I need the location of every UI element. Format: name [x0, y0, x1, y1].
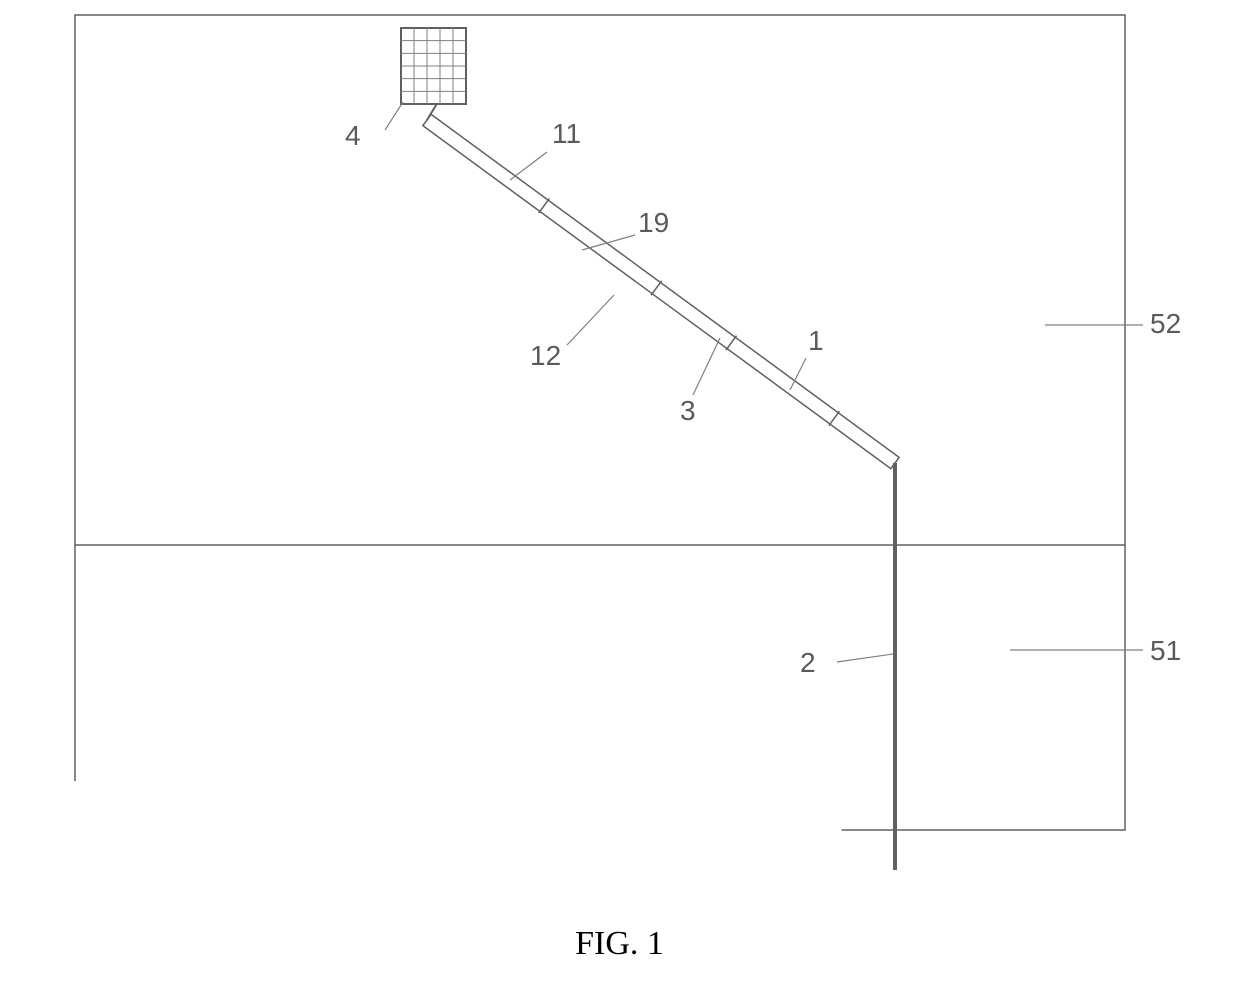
leader-line [567, 295, 614, 345]
figure-caption: FIG. 1 [0, 925, 1239, 963]
outer-frame [75, 15, 1125, 830]
leader-line [693, 338, 720, 395]
diagonal-bar [423, 114, 899, 468]
leader-line [837, 654, 893, 662]
ref-label: 1 [808, 325, 824, 356]
ref-label: 51 [1150, 635, 1181, 666]
leader-line [385, 102, 403, 130]
ref-label: 52 [1150, 308, 1181, 339]
ref-label: 3 [680, 395, 696, 426]
ref-label: 2 [800, 647, 816, 678]
ref-label: 11 [552, 118, 581, 149]
diagram-svg: 41119123125251 [0, 0, 1239, 900]
ref-label: 19 [638, 207, 669, 238]
ref-label: 12 [530, 340, 561, 371]
ref-label: 4 [345, 120, 361, 151]
leader-line [510, 152, 547, 180]
